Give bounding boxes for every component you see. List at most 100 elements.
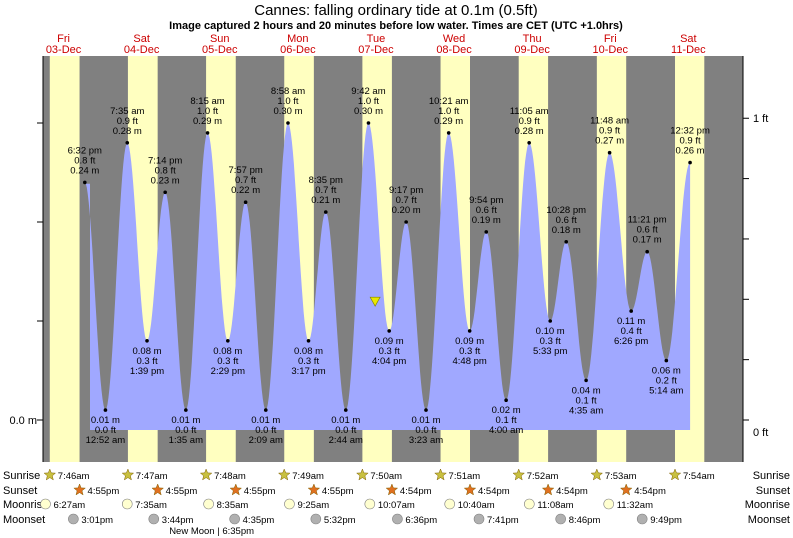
extreme-m: 0.24 m xyxy=(70,165,99,176)
extreme-m: 0.09 m xyxy=(375,336,404,347)
moonset-moon-icon xyxy=(392,513,403,525)
extreme-time: 7:57 pm xyxy=(228,165,262,176)
extreme-time: 1:35 am xyxy=(169,435,203,446)
extreme-m: 0.21 m xyxy=(311,195,340,206)
day-name: Fri xyxy=(57,33,70,45)
sunset-time: 4:55pm xyxy=(88,486,120,497)
extreme-ft: 1.0 ft xyxy=(358,96,379,107)
extreme-point xyxy=(527,141,531,145)
day-name: Sat xyxy=(133,33,150,45)
sunrise-time: 7:52am xyxy=(527,471,559,482)
extreme-m: 0.28 m xyxy=(113,126,142,137)
extreme-point xyxy=(564,240,569,244)
extreme-ft: 0.3 ft xyxy=(298,356,319,367)
extreme-point xyxy=(366,121,371,125)
extreme-time: 8:58 am xyxy=(271,86,305,97)
sunset-time: 4:54pm xyxy=(400,486,432,497)
day-date: 09-Dec xyxy=(514,44,550,56)
sunset-star-icon xyxy=(73,483,86,496)
extreme-point xyxy=(404,220,408,224)
sunrise-time: 7:46am xyxy=(58,471,90,482)
moonset-moon-icon xyxy=(636,513,648,525)
plot-area xyxy=(43,56,743,462)
day-date: 04-Dec xyxy=(124,44,160,56)
moonrise-moon-icon xyxy=(121,498,133,510)
extreme-m: 0.08 m xyxy=(132,346,161,357)
sunset-time: 4:54pm xyxy=(634,486,666,497)
extreme-time: 9:17 pm xyxy=(389,185,423,196)
sunset-star-icon xyxy=(463,483,477,496)
extreme-point xyxy=(688,160,692,165)
extreme-point xyxy=(548,319,553,323)
sunset-star-icon xyxy=(307,483,321,496)
extreme-m: 0.01 m xyxy=(91,415,120,426)
moonset-time: 6:36pm xyxy=(405,515,437,526)
sunrise-time: 7:49am xyxy=(292,471,324,482)
extreme-ft: 0.6 ft xyxy=(556,215,577,226)
sunset-star-icon xyxy=(229,483,243,496)
right-axis-label: 0 ft xyxy=(753,427,768,439)
moonset-time: 9:49pm xyxy=(650,515,682,526)
extreme-m: 0.17 m xyxy=(633,235,662,246)
moonset-moon-icon xyxy=(473,513,485,525)
sunrise-star-icon xyxy=(434,468,447,481)
moonrise-moon-icon xyxy=(364,498,376,510)
day-date: 10-Dec xyxy=(593,44,629,56)
extreme-m: 0.18 m xyxy=(552,225,581,236)
sunset-star-icon xyxy=(385,483,399,496)
extreme-point xyxy=(82,180,87,185)
sunrise-time: 7:51am xyxy=(449,471,481,482)
row-label-sunrise: Sunrise xyxy=(3,470,40,482)
extreme-ft: 0.4 ft xyxy=(621,326,642,337)
extreme-time: 11:48 am xyxy=(590,116,629,127)
extreme-time: 10:28 pm xyxy=(546,205,586,216)
extreme-time: 10:21 am xyxy=(429,96,469,107)
extreme-ft: 0.1 ft xyxy=(496,415,517,426)
extreme-time: 11:21 pm xyxy=(628,215,667,226)
moonrise-time: 10:40am xyxy=(458,500,495,511)
moonset-time: 5:32pm xyxy=(324,515,356,526)
current-tide-marker xyxy=(369,296,381,307)
moonrise-moon-icon xyxy=(40,498,51,510)
sunrise-time: 7:54am xyxy=(683,471,715,482)
moonrise-time: 10:07am xyxy=(378,500,415,511)
extreme-point xyxy=(607,150,612,155)
extreme-time: 2:44 am xyxy=(329,435,363,446)
day-name: Sun xyxy=(210,33,230,45)
extreme-ft: 0.9 ft xyxy=(519,116,540,127)
day-name: Tue xyxy=(367,33,386,45)
extreme-ft: 0.9 ft xyxy=(117,116,138,127)
row-label-moonset-right: Moonset xyxy=(748,514,790,526)
extreme-ft: 0.3 ft xyxy=(217,356,238,367)
moonset-time: 8:46pm xyxy=(569,515,601,526)
extreme-point xyxy=(484,230,489,234)
extreme-point xyxy=(125,141,130,145)
extreme-time: 9:42 am xyxy=(351,86,385,97)
extreme-m: 0.09 m xyxy=(455,336,484,347)
extreme-time: 3:17 pm xyxy=(291,366,325,377)
day-name: Wed xyxy=(443,33,465,45)
sunset-time: 4:55pm xyxy=(166,486,198,497)
extreme-time: 7:14 pm xyxy=(148,155,182,166)
extreme-point xyxy=(584,378,588,383)
row-label-sunset: Sunset xyxy=(3,485,37,497)
extreme-m: 0.08 m xyxy=(294,346,323,357)
extreme-ft: 0.9 ft xyxy=(680,136,701,147)
sunset-star-icon xyxy=(541,483,555,496)
moonset-moon-icon xyxy=(148,513,160,525)
extreme-m: 0.27 m xyxy=(595,136,624,147)
extreme-m: 0.08 m xyxy=(213,346,242,357)
extreme-ft: 0.7 ft xyxy=(396,195,417,206)
extreme-m: 0.29 m xyxy=(434,116,463,127)
sunrise-star-icon xyxy=(121,468,135,481)
sunrise-star-icon xyxy=(199,468,213,481)
extreme-point xyxy=(629,309,633,313)
moonrise-moon-icon xyxy=(203,498,214,510)
extreme-time: 5:33 pm xyxy=(533,346,567,357)
extreme-m: 0.06 m xyxy=(652,366,681,377)
moon-phase-note: New Moon | 6:35pm xyxy=(169,526,254,537)
extreme-time: 6:32 pm xyxy=(68,145,102,156)
chart-title: Cannes: falling ordinary tide at 0.1m (0… xyxy=(254,2,537,19)
